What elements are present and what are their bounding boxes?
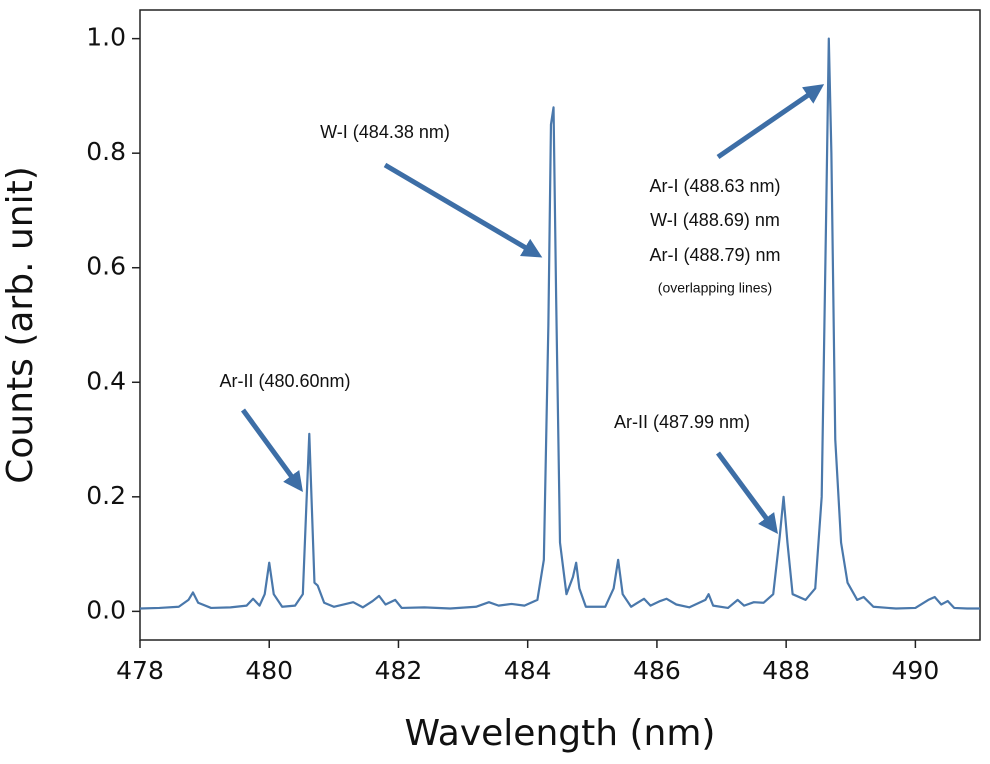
x-tick-label: 482 (375, 656, 423, 685)
y-tick-label: 0.6 (86, 252, 126, 281)
annotation: W-I (484.38 nm) (320, 122, 450, 142)
spectrum-line (139, 37, 980, 610)
plot-frame (139, 9, 981, 641)
annotation: W-I (488.69) nm (650, 210, 780, 230)
y-tick-label: 0.4 (86, 366, 126, 395)
annotation: (overlapping lines) (658, 280, 772, 296)
annotation: Ar-I (488.63 nm) (649, 176, 780, 196)
x-tick-label: 478 (116, 656, 164, 685)
annotation-arrow (383, 162, 543, 258)
annotation-arrow (715, 451, 778, 535)
y-tick-label: 0.8 (86, 137, 126, 166)
y-tick-label: 0.2 (86, 481, 126, 510)
x-tick-label: 480 (245, 656, 293, 685)
x-axis-label: Wavelength (nm) (405, 713, 716, 754)
x-tick-label: 488 (762, 656, 810, 685)
annotation-arrow (240, 408, 303, 493)
annotation: Ar-II (487.99 nm) (614, 412, 750, 432)
x-tick-label: 490 (892, 656, 940, 685)
y-tick-label: 0.0 (86, 595, 126, 624)
annotation: Ar-I (488.79) nm (649, 245, 780, 265)
annotation-arrow (716, 84, 825, 160)
x-tick-label: 486 (633, 656, 681, 685)
annotation: Ar-II (480.60nm) (219, 371, 350, 391)
x-tick-label: 484 (504, 656, 552, 685)
y-tick-label: 1.0 (86, 23, 126, 52)
y-axis-label: Counts (arb. unit) (0, 166, 41, 484)
